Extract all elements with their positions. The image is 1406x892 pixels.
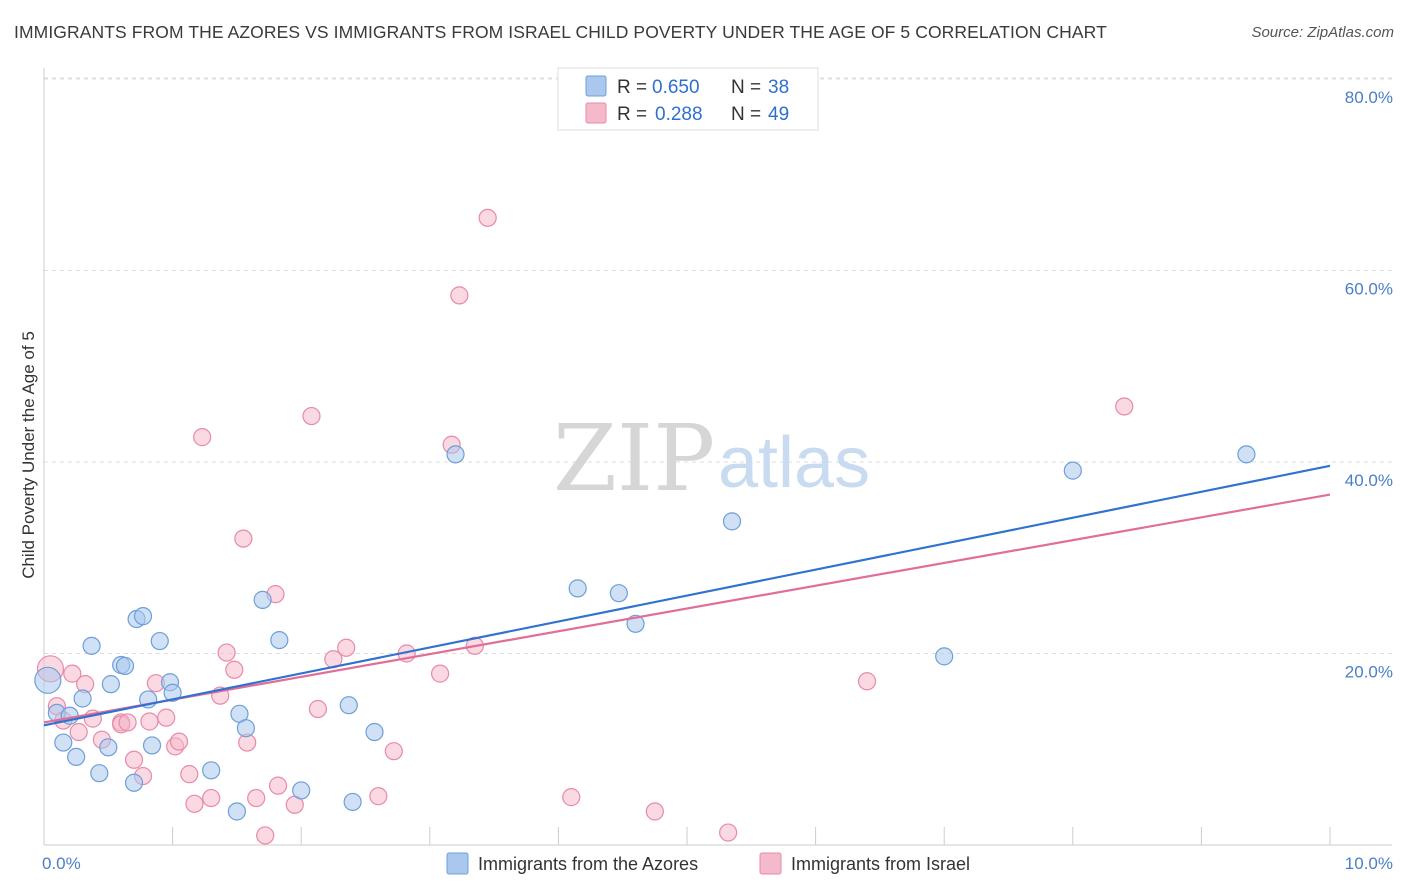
x-tick-labels: 0.0% 10.0% [42,854,1393,873]
legend-r-label-azores: R = [617,77,647,98]
azores-point [54,733,73,752]
azores-trend-line [43,464,1331,727]
legend-r-value-israel: 0.288 [655,104,703,125]
israel-point [308,699,328,719]
israel-point [118,713,137,732]
israel-point [369,787,388,806]
series-legend: Immigrants from the Azores Immigrants fr… [446,852,970,875]
israel-trend-line [43,493,1331,724]
israel-point [1115,397,1134,416]
chart-title: IMMIGRANTS FROM THE AZORES VS IMMIGRANTS… [14,22,1107,42]
azores-point [343,792,362,812]
azores-point [67,747,86,767]
israel-point [302,406,321,426]
data-points [34,208,1256,845]
israel-point [169,732,189,751]
azores-point [1237,445,1256,464]
y-tick-labels: 20.0% 40.0% 60.0% 80.0% [1345,88,1393,682]
azores-point [227,802,246,821]
source-label: Source: ZipAtlas.com [1251,24,1394,41]
y-tick-label: 60.0% [1345,280,1393,299]
israel-point [384,742,403,761]
azores-point [73,689,92,708]
trend-lines [43,464,1331,727]
azores-point [142,736,162,755]
bottom-legend-swatch-israel [759,852,782,875]
axes [43,68,1392,846]
legend-n-value-azores: 38 [768,77,789,98]
israel-point [69,722,88,742]
azores-point [34,666,62,694]
azores-point [150,631,169,651]
azores-point [133,607,153,626]
israel-point [180,765,199,784]
x-tick-label: 10.0% [1345,854,1393,873]
israel-point [202,788,221,808]
israel-point [478,208,497,227]
azores-point [1063,461,1082,480]
israel-point [857,672,877,691]
legend-swatch-azores [585,75,607,97]
y-axis-label: Child Poverty Under the Age of 5 [19,331,38,579]
grid-lines [44,77,1392,654]
legend-n-label-israel: N = [731,104,761,125]
bottom-legend-label-israel: Immigrants from Israel [791,854,970,874]
legend-r-label-israel: R = [617,104,647,125]
azores-point [568,579,587,598]
israel-point [124,750,144,769]
azores-point [99,738,118,757]
israel-point [225,660,244,679]
israel-point [63,664,82,683]
legend-r-value-azores: 0.650 [652,77,700,98]
watermark-atlas: atlas [718,423,870,503]
azores-point [202,761,221,780]
israel-point [217,643,236,662]
israel-point [719,823,738,842]
azores-point [90,764,109,783]
correlation-legend: R = 0.650 N = 38 R = 0.288 N = 49 [557,67,819,131]
azores-point [339,696,358,715]
israel-point [430,664,450,683]
x-tick-label: 0.0% [42,854,81,873]
watermark-zip: ZIP [553,405,715,512]
y-tick-label: 20.0% [1345,663,1393,682]
azores-point [82,636,101,655]
israel-point [247,788,266,808]
legend-swatch-israel [585,102,607,124]
israel-point [157,708,176,727]
azores-point [115,656,135,676]
israel-point [450,286,469,305]
azores-point [935,647,954,666]
israel-point [562,788,581,807]
israel-point [268,776,288,795]
bottom-legend-label-azores: Immigrants from the Azores [478,854,698,874]
azores-point [722,512,742,531]
azores-point [163,683,182,702]
azores-point [124,773,144,792]
azores-point [609,584,628,603]
azores-point [270,630,289,650]
israel-point [256,826,275,845]
azores-point [101,675,120,694]
legend-n-value-israel: 49 [768,104,789,125]
israel-point [337,638,356,657]
azores-point [365,722,384,742]
israel-point [140,712,159,731]
y-tick-label: 80.0% [1345,88,1393,107]
azores-point [236,719,256,738]
israel-point [185,794,204,813]
israel-point [645,802,664,821]
legend-n-label-azores: N = [731,77,761,98]
israel-point [234,529,253,548]
y-tick-label: 40.0% [1345,471,1393,490]
azores-point [253,590,272,609]
azores-point [292,781,311,800]
bottom-legend-swatch-azores [446,852,469,875]
azores-point [446,445,465,464]
azores-point [626,614,645,633]
israel-point [193,428,212,447]
